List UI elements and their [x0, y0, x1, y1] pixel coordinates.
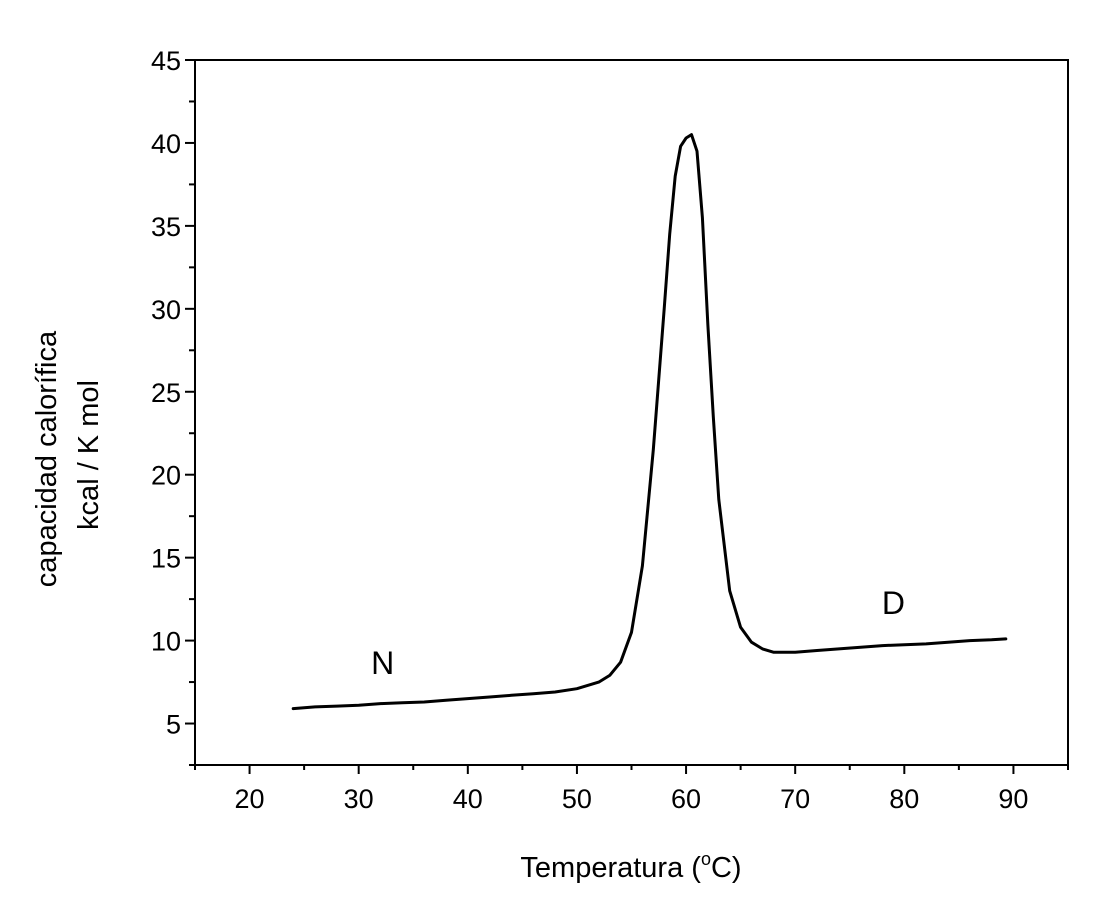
x-tick-label: 70 — [780, 784, 810, 814]
y-tick-label: 40 — [151, 129, 181, 159]
x-tick-label: 50 — [562, 784, 592, 814]
x-axis-label: Temperatura (oC) — [520, 849, 741, 884]
x-tick-label: 30 — [344, 784, 374, 814]
series-layer — [291, 133, 1008, 711]
annotation-label: N — [371, 645, 394, 681]
x-tick-label: 20 — [235, 784, 265, 814]
x-tick-label: 80 — [889, 784, 919, 814]
y-tick-label: 25 — [151, 378, 181, 408]
y-tick-label: 45 — [151, 46, 181, 76]
series-line — [291, 133, 1008, 711]
x-tick-label: 60 — [671, 784, 701, 814]
y-axis-label-line2: kcal / K mol — [73, 380, 105, 530]
y-tick-label: 5 — [166, 710, 181, 740]
plot-frame — [194, 59, 1069, 766]
y-axis-label-line1: capacidad calorífica — [31, 330, 63, 587]
annotation-layer: ND — [371, 585, 905, 681]
y-tick-label: 30 — [151, 295, 181, 325]
y-axis-ticks: 5 10 15 20 25 30 35 40 45 — [151, 46, 195, 766]
x-tick-label: 90 — [998, 784, 1028, 814]
y-tick-label: 10 — [151, 627, 181, 657]
annotation-label: D — [882, 585, 905, 621]
x-axis-ticks: 20 30 40 50 60 70 80 90 — [194, 765, 1069, 814]
y-axis-label: capacidad calorífica kcal / K mol — [31, 323, 105, 587]
y-tick-label: 20 — [151, 461, 181, 491]
y-tick-label: 15 — [151, 544, 181, 574]
x-tick-label: 40 — [453, 784, 483, 814]
y-tick-label: 35 — [151, 212, 181, 242]
